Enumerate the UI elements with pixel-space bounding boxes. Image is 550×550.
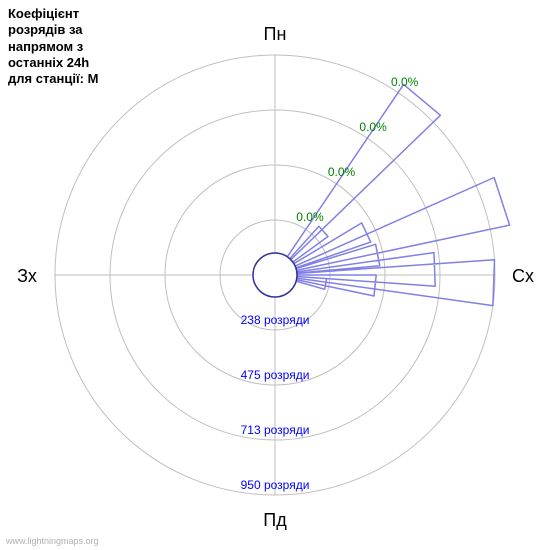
ring-count-label: 713 розряди [241, 423, 310, 437]
pct-label: 0.0% [328, 165, 356, 179]
pct-label: 0.0% [359, 120, 387, 134]
dir-label-east: Сх [512, 266, 534, 286]
footer-attribution: www.lightningmaps.org [6, 536, 99, 546]
dir-label-west: Зх [17, 266, 37, 286]
direction-rose [253, 84, 510, 305]
ring-count-label: 475 розряди [241, 368, 310, 382]
dir-label-north: Пн [264, 24, 287, 44]
ring-count-label: 238 розряди [241, 313, 310, 327]
ring-count-label: 950 розряди [241, 478, 310, 492]
polar-chart: 238 розряди 475 розряди 713 розряди 950 роз… [0, 0, 550, 550]
dir-label-south: Пд [263, 510, 287, 530]
pct-label: 0.0% [296, 210, 324, 224]
pct-label: 0.0% [391, 75, 419, 89]
